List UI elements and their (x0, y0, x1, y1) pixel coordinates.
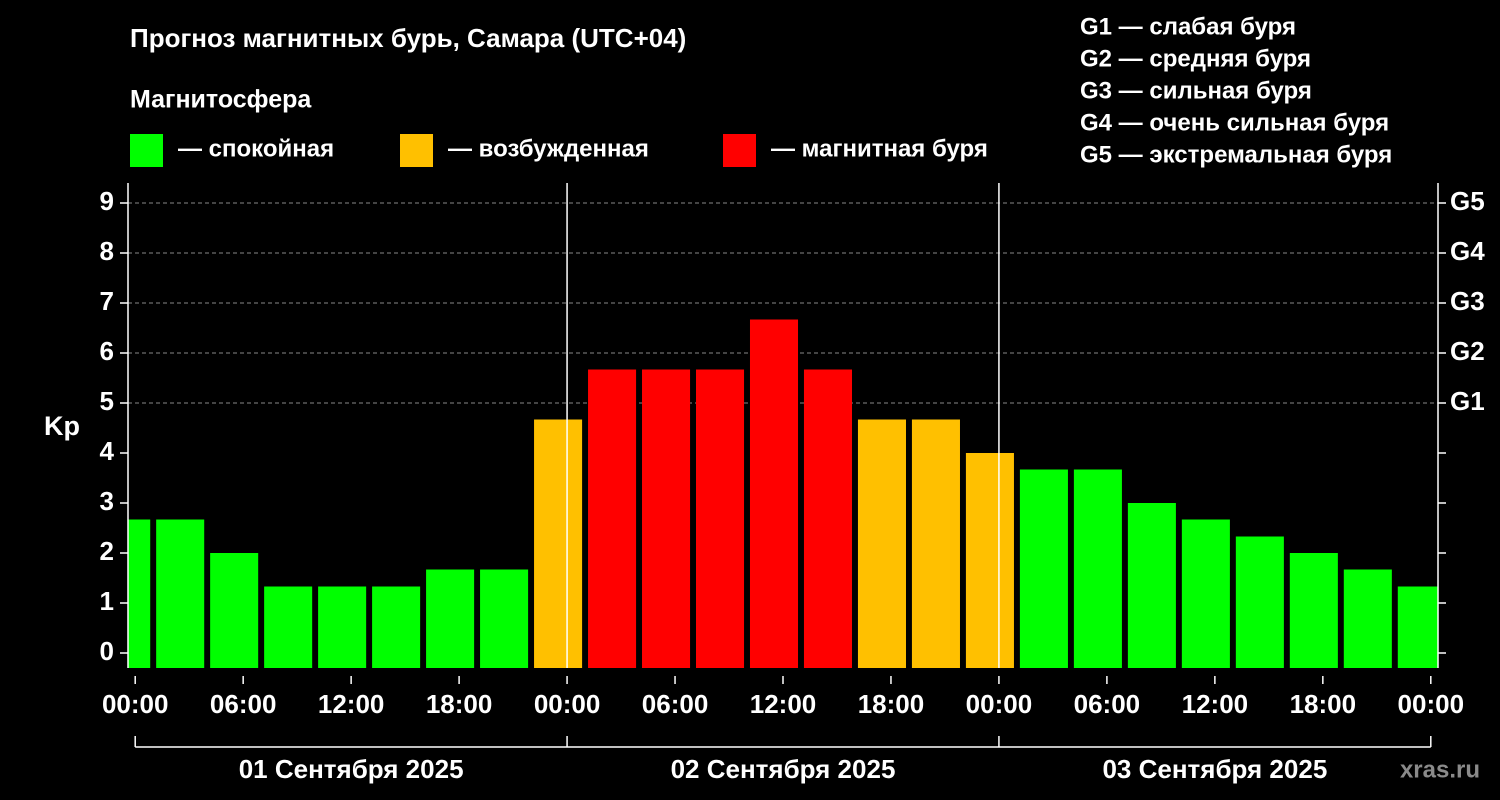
bars (128, 319, 1438, 668)
x-tick-label: 00:00 (102, 689, 169, 719)
bar (480, 569, 529, 668)
bar (749, 319, 799, 668)
x-tick-label: 12:00 (1182, 689, 1249, 719)
legend-label: — возбужденная (448, 135, 649, 162)
x-tick-label: 18:00 (1290, 689, 1357, 719)
y-tick-label: 0 (100, 636, 114, 666)
bar (318, 586, 367, 668)
y2-tick-label: G5 (1450, 186, 1485, 216)
bar (588, 369, 637, 668)
day-label: 01 Сентября 2025 (239, 754, 464, 784)
bar (1289, 553, 1338, 668)
x-tick-label: 06:00 (210, 689, 277, 719)
y2-tick-label: G1 (1450, 386, 1485, 416)
bar (857, 419, 906, 668)
bar (426, 569, 475, 668)
x-tick-label: 12:00 (318, 689, 385, 719)
x-tick-label: 18:00 (858, 689, 925, 719)
bar (372, 586, 421, 668)
legend-swatch (130, 134, 163, 167)
x-tick-label: 06:00 (642, 689, 709, 719)
bar (1235, 536, 1284, 668)
bar (695, 369, 745, 668)
x-tick-label: 00:00 (534, 689, 601, 719)
bar (156, 519, 205, 668)
bar (642, 369, 691, 668)
bar (128, 519, 151, 668)
storm-scale-entry: G5 — экстремальная буря (1080, 141, 1392, 168)
y2-tick-label: G4 (1450, 236, 1485, 266)
y2-tick-label: G2 (1450, 336, 1485, 366)
y-tick-label: 3 (100, 486, 114, 516)
x-tick-label: 06:00 (1074, 689, 1141, 719)
bar (1019, 469, 1068, 668)
storm-scale-entry: G3 — сильная буря (1080, 77, 1312, 104)
chart-subtitle: Магнитосфера (130, 86, 312, 114)
x-tick-label: 00:00 (966, 689, 1033, 719)
y-tick-label: 5 (100, 386, 114, 416)
y2-tick-label: G3 (1450, 286, 1485, 316)
bar (1343, 569, 1392, 668)
y-tick-label: 4 (100, 436, 115, 466)
bar (803, 369, 853, 668)
legend-swatch (723, 134, 756, 167)
bar (210, 553, 259, 668)
watermark: xras.ru (1400, 756, 1480, 783)
y-tick-label: 6 (100, 336, 114, 366)
y-tick-label: 2 (100, 536, 114, 566)
bar (264, 586, 313, 668)
legend-label: — спокойная (178, 135, 334, 162)
legend-swatch (400, 134, 433, 167)
x-tick-label: 12:00 (750, 689, 817, 719)
x-tick-label: 18:00 (426, 689, 493, 719)
y-tick-label: 7 (100, 286, 114, 316)
bar (1127, 503, 1176, 668)
bar (1181, 519, 1230, 668)
bar (1073, 469, 1122, 668)
legend-label: — магнитная буря (771, 135, 988, 162)
day-label: 03 Сентября 2025 (1102, 754, 1327, 784)
bar (911, 419, 960, 668)
chart-title: Прогноз магнитных бурь, Самара (UTC+04) (130, 23, 686, 53)
y-tick-label: 1 (100, 586, 114, 616)
y-axis-label: Kp (44, 411, 80, 441)
y-tick-label: 9 (100, 186, 114, 216)
x-tick-label: 00:00 (1398, 689, 1465, 719)
bar (965, 453, 1014, 668)
storm-scale-entry: G2 — средняя буря (1080, 45, 1311, 72)
storm-scale-entry: G1 — слабая буря (1080, 13, 1296, 40)
y-tick-label: 8 (100, 236, 114, 266)
bar (1397, 586, 1438, 668)
day-label: 02 Сентября 2025 (671, 754, 896, 784)
bar (534, 419, 583, 668)
storm-scale-entry: G4 — очень сильная буря (1080, 109, 1389, 136)
